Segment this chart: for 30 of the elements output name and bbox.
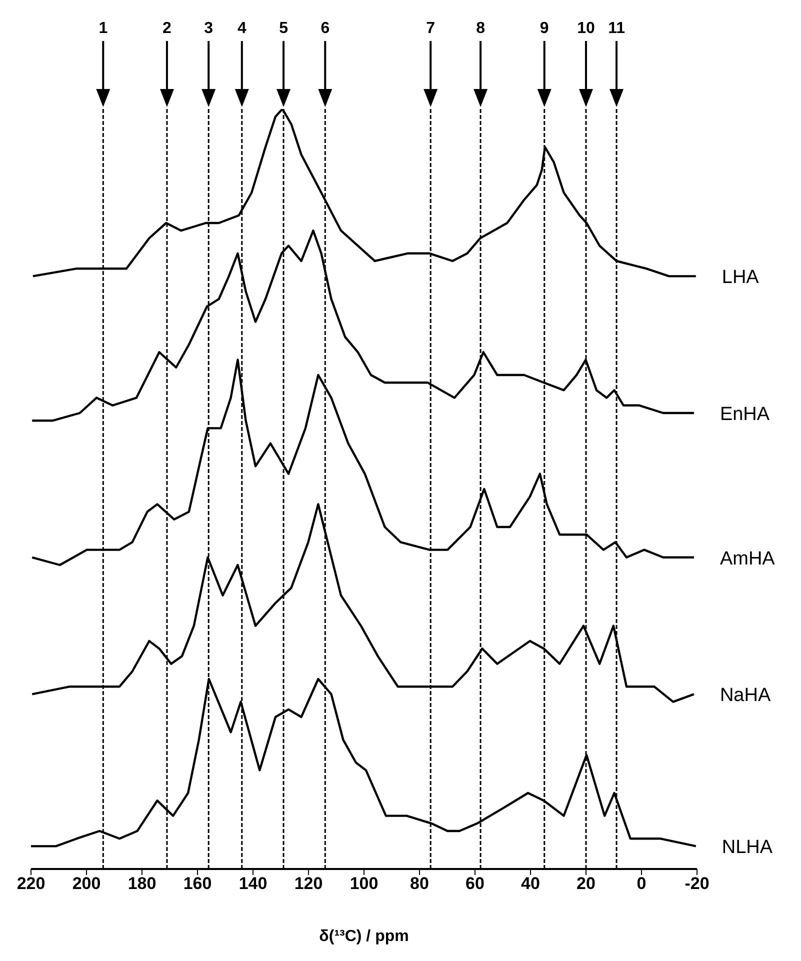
text: 3 (204, 20, 214, 37)
text: 1 (98, 20, 108, 37)
x-tick-label: 80 (410, 874, 429, 894)
x-tick-label: 200 (72, 874, 101, 894)
text: 9 (540, 20, 549, 37)
text: 4 (237, 20, 246, 37)
x-tick-label: 180 (128, 874, 156, 894)
text: 8 (476, 20, 486, 37)
series-label: NaHA (720, 685, 771, 706)
text: 10 (577, 20, 595, 37)
x-tick-label: 60 (466, 874, 484, 894)
x-axis-title: δ(¹³C) / ppm (319, 928, 409, 945)
x-tick-label: 160 (183, 874, 212, 894)
x-tick-label: -20 (684, 874, 710, 894)
text: 7 (426, 20, 436, 37)
x-tick-label: 120 (294, 874, 323, 894)
series-label: NLHA (722, 837, 773, 858)
x-tick-label: 20 (576, 874, 596, 894)
x-tick-label: 100 (350, 874, 378, 894)
x-tick-label: 0 (636, 874, 646, 894)
series-label: AmHA (720, 548, 776, 570)
text: 5 (279, 20, 288, 37)
text: 6 (320, 20, 330, 37)
series-label: LHA (722, 267, 760, 288)
x-tick-label: 220 (16, 874, 46, 894)
x-tick-label: 140 (238, 874, 268, 894)
text: 2 (162, 20, 172, 37)
x-tick-label: 40 (521, 874, 540, 894)
series-label: EnHA (720, 404, 770, 425)
text: 11 (608, 20, 626, 37)
